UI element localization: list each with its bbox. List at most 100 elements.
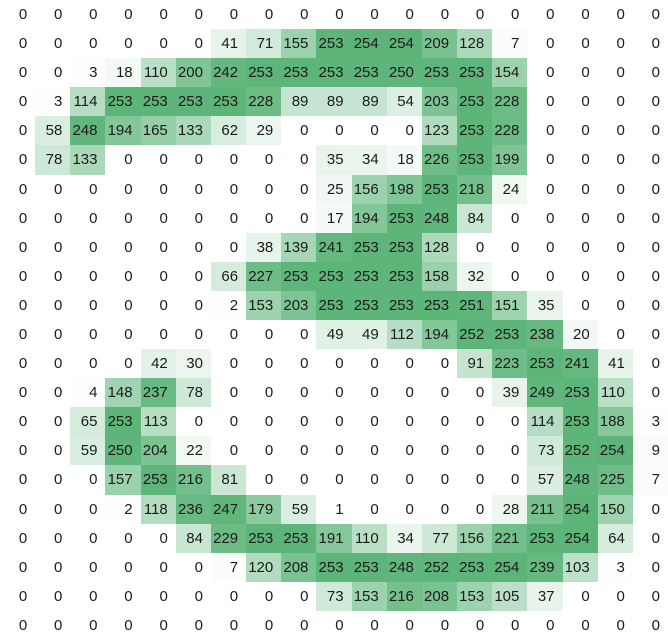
heatmap-cell: 65 [70, 407, 106, 437]
heatmap-cell: 20 [562, 320, 598, 350]
heatmap-cell: 0 [0, 290, 36, 320]
heatmap-cell: 0 [527, 58, 563, 88]
heatmap-cell: 0 [632, 494, 668, 524]
heatmap-cell: 0 [105, 0, 141, 30]
heatmap-cell: 0 [0, 378, 36, 408]
heatmap-cell: 0 [210, 232, 247, 262]
heatmap-cell: 241 [562, 349, 598, 379]
heatmap-cell: 236 [175, 494, 211, 524]
heatmap-cell: 89 [351, 87, 387, 117]
heatmap-cell: 0 [175, 407, 211, 437]
heatmap-cell: 0 [70, 523, 106, 553]
heatmap-cell: 0 [70, 610, 106, 640]
heatmap-cell: 0 [281, 320, 317, 350]
heatmap-cell: 0 [421, 349, 458, 379]
heatmap-cell: 0 [175, 290, 211, 320]
heatmap-cell: 0 [492, 261, 528, 291]
heatmap-cell: 0 [597, 87, 633, 117]
heatmap-cell: 253 [210, 87, 247, 117]
heatmap-cell: 64 [597, 523, 633, 553]
heatmap-cell: 71 [246, 29, 282, 59]
heatmap-cell: 0 [70, 0, 106, 30]
heatmap-cell: 84 [175, 523, 211, 553]
heatmap-cell: 0 [457, 407, 493, 437]
heatmap-cell: 0 [70, 494, 106, 524]
heatmap-cell: 253 [281, 58, 317, 88]
heatmap-cell: 0 [632, 523, 668, 553]
heatmap-cell: 133 [70, 145, 106, 175]
heatmap-cell: 248 [421, 203, 458, 233]
heatmap-cell: 0 [175, 261, 211, 291]
heatmap-cell: 0 [421, 0, 458, 30]
heatmap-cell: 0 [562, 29, 598, 59]
heatmap-cell: 216 [175, 465, 211, 495]
heatmap-cell: 254 [597, 436, 633, 466]
heatmap-cell: 253 [351, 290, 387, 320]
heatmap-cell: 0 [632, 349, 668, 379]
heatmap-cell: 0 [246, 581, 282, 611]
heatmap-cell: 0 [0, 407, 36, 437]
heatmap-cell: 73 [527, 436, 563, 466]
heatmap-cell: 59 [70, 436, 106, 466]
heatmap-cell: 208 [281, 552, 317, 582]
heatmap-cell: 0 [457, 465, 493, 495]
heatmap-cell: 0 [316, 349, 352, 379]
heatmap-cell: 128 [421, 232, 458, 262]
heatmap-cell: 0 [492, 0, 528, 30]
heatmap-cell: 25 [316, 174, 352, 204]
heatmap-cell: 0 [632, 232, 668, 262]
heatmap-cell: 0 [210, 407, 247, 437]
heatmap-cell: 150 [597, 494, 633, 524]
heatmap-cell: 253 [105, 87, 141, 117]
heatmap-cell: 41 [597, 349, 633, 379]
heatmap-cell: 0 [492, 436, 528, 466]
heatmap-cell: 253 [316, 261, 352, 291]
heatmap-cell: 0 [597, 145, 633, 175]
heatmap-cell: 254 [562, 494, 598, 524]
heatmap-cell: 0 [35, 0, 71, 30]
heatmap-cell: 0 [597, 174, 633, 204]
heatmap-cell: 0 [0, 610, 36, 640]
heatmap-cell: 253 [386, 290, 422, 320]
heatmap-cell: 209 [421, 29, 458, 59]
heatmap-cell: 0 [210, 0, 247, 30]
heatmap-cell: 0 [0, 145, 36, 175]
heatmap-cell: 73 [316, 581, 352, 611]
heatmap-cell: 133 [175, 116, 211, 146]
heatmap-cell: 0 [35, 610, 71, 640]
heatmap-cell: 0 [281, 0, 317, 30]
heatmap-cell: 151 [492, 290, 528, 320]
heatmap-cell: 0 [632, 87, 668, 117]
heatmap-cell: 0 [421, 378, 458, 408]
heatmap-cell: 0 [0, 523, 36, 553]
heatmap-cell: 253 [421, 290, 458, 320]
heatmap-cell: 0 [105, 349, 141, 379]
heatmap-cell: 250 [105, 436, 141, 466]
heatmap-cell: 0 [527, 174, 563, 204]
heatmap-cell: 165 [140, 116, 176, 146]
heatmap-cell: 0 [140, 261, 176, 291]
heatmap-cell: 0 [35, 552, 71, 582]
heatmap-cell: 0 [35, 290, 71, 320]
heatmap-cell: 203 [281, 290, 317, 320]
heatmap-cell: 0 [351, 0, 387, 30]
heatmap-cell: 29 [246, 116, 282, 146]
heatmap-cell: 156 [351, 174, 387, 204]
heatmap-cell: 0 [632, 145, 668, 175]
heatmap-cell: 0 [0, 465, 36, 495]
heatmap-cell: 0 [562, 261, 598, 291]
heatmap-cell: 0 [70, 174, 106, 204]
heatmap-cell: 0 [0, 29, 36, 59]
heatmap-cell: 0 [351, 436, 387, 466]
heatmap-cell: 41 [210, 29, 247, 59]
heatmap-cell: 0 [210, 203, 247, 233]
heatmap-cell: 253 [105, 407, 141, 437]
heatmap-cell: 0 [421, 465, 458, 495]
heatmap-cell: 114 [527, 407, 563, 437]
heatmap-cell: 0 [457, 436, 493, 466]
heatmap-cell: 0 [0, 58, 36, 88]
heatmap-cell: 227 [246, 261, 282, 291]
heatmap-cell: 0 [386, 116, 422, 146]
heatmap-cell: 253 [351, 261, 387, 291]
